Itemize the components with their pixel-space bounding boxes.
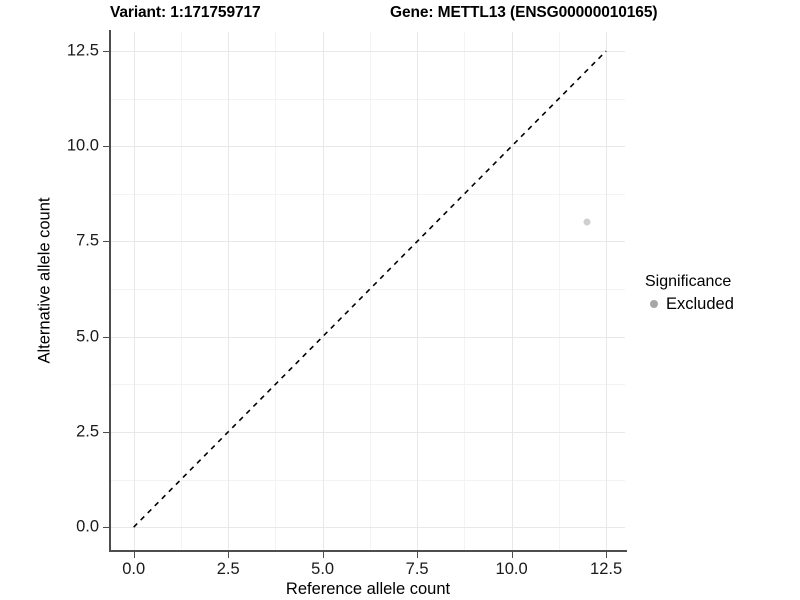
gridline-major-horizontal	[111, 241, 625, 243]
x-axis-tick	[606, 552, 608, 558]
plot-panel	[111, 32, 625, 550]
y-axis-tick	[103, 336, 109, 338]
data-point[interactable]	[583, 218, 591, 226]
y-axis-tick	[103, 241, 109, 243]
gridline-major-horizontal	[111, 431, 625, 433]
gridline-minor-vertical	[369, 32, 371, 550]
y-axis-tick-label: 12.5	[66, 41, 99, 60]
identity-line-path	[133, 50, 607, 528]
y-axis-tick-label: 10.0	[66, 136, 99, 155]
gridline-minor-vertical	[180, 32, 182, 550]
y-axis-tick	[103, 146, 109, 148]
x-axis-tick	[417, 552, 419, 558]
x-axis-line	[109, 550, 627, 552]
gridline-major-horizontal	[111, 51, 625, 53]
gridline-major-horizontal	[111, 527, 625, 529]
variant-title: Variant: 1:171759717	[110, 4, 261, 21]
gridline-minor-vertical	[464, 32, 466, 550]
x-axis-tick-label: 12.5	[590, 560, 623, 578]
legend-item[interactable]: Excluded	[645, 293, 795, 315]
gridline-major-horizontal	[111, 336, 625, 338]
y-axis-tick	[103, 51, 109, 53]
legend-items: Excluded	[645, 293, 795, 315]
y-axis-label: Alternative allele count	[35, 197, 54, 364]
identity-line	[133, 50, 607, 528]
x-axis-tick-label: 2.5	[216, 560, 240, 578]
x-axis-tick-label: 7.5	[405, 560, 429, 578]
x-axis-tick	[228, 552, 230, 558]
gene-title: Gene: METTL13 (ENSG00000010165)	[390, 4, 658, 21]
gridline-major-vertical	[228, 32, 230, 550]
legend-title: Significance	[645, 273, 732, 290]
legend-item-label: Excluded	[666, 295, 734, 313]
gridline-minor-vertical	[558, 32, 560, 550]
legend-key	[645, 295, 663, 313]
x-axis-tick	[511, 552, 513, 558]
gridline-minor-horizontal	[111, 98, 625, 100]
x-axis-tick-label: 10.0	[495, 560, 528, 578]
x-axis-tick-label: 5.0	[311, 560, 335, 578]
gridline-minor-horizontal	[111, 384, 625, 386]
x-axis-tick-label: 0.0	[122, 560, 146, 578]
y-axis-tick-label: 0.0	[76, 517, 99, 536]
gridline-minor-horizontal	[111, 479, 625, 481]
legend: Significance Excluded	[645, 272, 795, 315]
y-axis-tick	[103, 431, 109, 433]
gridline-major-vertical	[322, 32, 324, 550]
gridline-major-vertical	[133, 32, 135, 550]
gridline-minor-horizontal	[111, 289, 625, 291]
gridline-minor-horizontal	[111, 193, 625, 195]
gridline-major-vertical	[511, 32, 513, 550]
y-axis-line	[109, 30, 111, 552]
legend-dot-icon	[650, 300, 658, 308]
y-axis-tick-label: 2.5	[76, 422, 99, 441]
gridline-major-horizontal	[111, 146, 625, 148]
x-axis-tick	[322, 552, 324, 558]
gridline-minor-vertical	[275, 32, 277, 550]
gridline-major-vertical	[606, 32, 608, 550]
x-axis-label: Reference allele count	[285, 580, 451, 598]
x-axis-tick	[133, 552, 135, 558]
y-axis-tick-label: 7.5	[76, 231, 99, 250]
y-axis-tick-label: 5.0	[76, 327, 99, 346]
y-axis-tick	[103, 527, 109, 529]
gridline-major-vertical	[417, 32, 419, 550]
